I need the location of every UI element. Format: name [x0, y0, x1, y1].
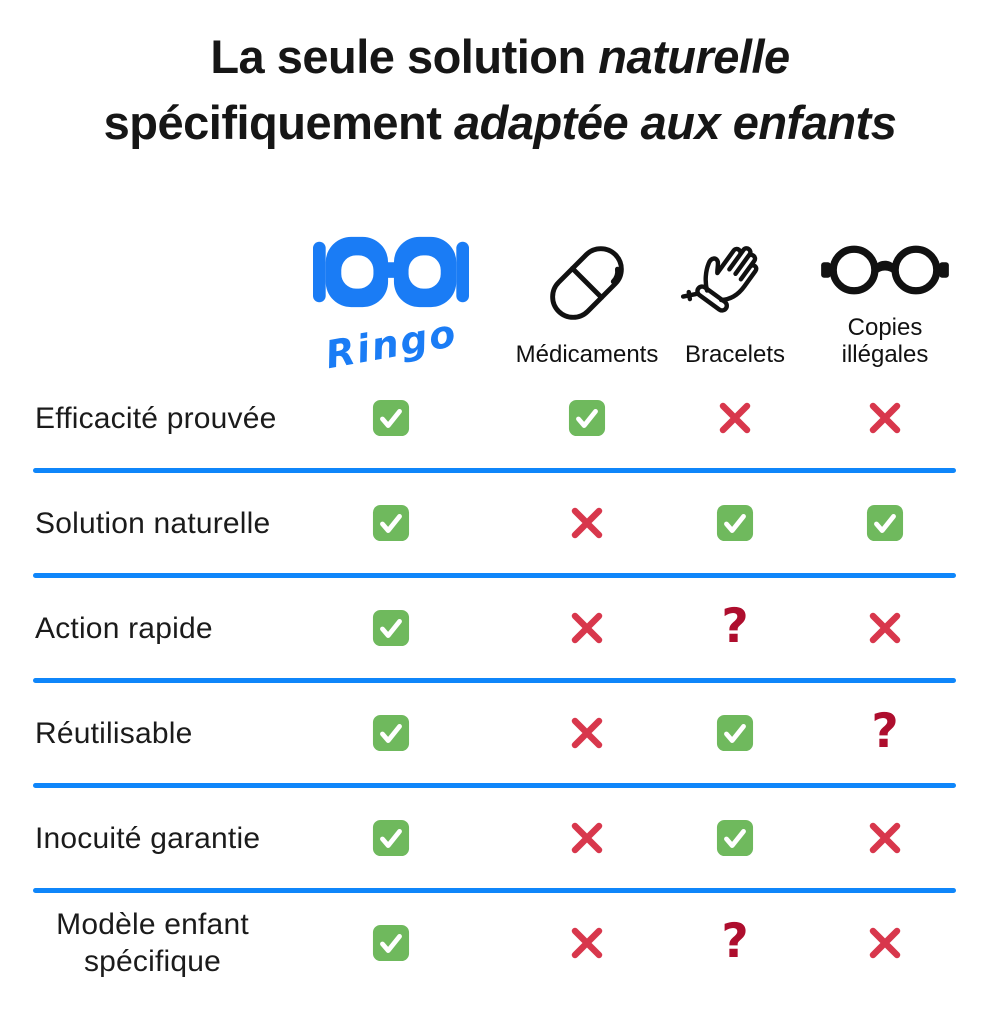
row-divider — [33, 888, 956, 893]
column-copies: Copies illégales — [770, 186, 1000, 368]
column-header-row: Ringo Médicaments — [0, 186, 1000, 377]
row-divider — [33, 783, 956, 788]
question-mark: ? — [871, 703, 899, 759]
check-mark — [700, 504, 770, 542]
column-bracelets: Bracelets — [680, 186, 785, 368]
blue-glasses-icon — [313, 232, 469, 312]
check-mark — [308, 504, 474, 542]
title-line2-italic: adaptée aux enfants — [453, 96, 897, 149]
column-label-medicaments: Médicaments — [515, 341, 659, 368]
question-mark: ? — [721, 913, 749, 969]
table-row: Efficacité prouvée — [0, 368, 1000, 468]
cross-mark — [474, 503, 700, 543]
table-row: Réutilisable ? — [0, 683, 1000, 783]
check-mark — [474, 399, 700, 437]
check-mark — [700, 819, 770, 857]
column-ringo: Ringo — [308, 186, 474, 377]
row-label: Inocuité garantie — [35, 821, 261, 855]
table-row: Action rapide ? — [0, 578, 1000, 678]
row-divider — [33, 573, 956, 578]
title-line1-italic: naturelle — [598, 30, 790, 83]
comparison-table: Efficacité prouvée Solution naturelle Ac… — [0, 368, 1000, 993]
comparison-infographic: { "colors": { "accent-blue": "#1A7CF5", … — [0, 24, 1000, 1024]
cross-mark — [770, 608, 1000, 648]
title-line1-regular: La seule solution — [210, 30, 599, 83]
pill-icon — [543, 239, 631, 327]
column-label-copies: Copies illégales — [841, 314, 929, 368]
check-mark — [700, 714, 770, 752]
round-glasses-icon — [821, 240, 949, 300]
row-label: Modèle enfant spécifique — [56, 908, 249, 978]
title-line-2: spécifiquement adaptée aux enfants — [0, 90, 1000, 156]
table-row: Inocuité garantie — [0, 788, 1000, 888]
column-medicaments: Médicaments — [474, 186, 700, 368]
cross-mark — [770, 818, 1000, 858]
title-line-1: La seule solution naturelle — [0, 24, 1000, 90]
check-mark — [308, 714, 474, 752]
cross-mark — [474, 818, 700, 858]
row-label: Réutilisable — [35, 716, 193, 750]
check-mark — [770, 504, 1000, 542]
cross-mark — [474, 713, 700, 753]
cross-mark — [474, 923, 700, 963]
title-line2-regular: spécifiquement — [103, 96, 454, 149]
row-label: Action rapide — [35, 611, 213, 645]
cross-mark — [700, 398, 770, 438]
hand-bracelet-icon — [680, 223, 783, 327]
check-mark — [308, 399, 474, 437]
check-mark — [308, 924, 474, 962]
check-mark — [308, 819, 474, 857]
check-mark — [308, 609, 474, 647]
cross-mark — [770, 923, 1000, 963]
row-label: Solution naturelle — [35, 506, 271, 540]
row-divider — [33, 468, 956, 473]
column-label-bracelets: Bracelets — [684, 341, 786, 368]
cross-mark — [474, 608, 700, 648]
cross-mark — [770, 398, 1000, 438]
row-divider — [33, 678, 956, 683]
page-title: La seule solution naturelle spécifiqueme… — [0, 24, 1000, 156]
table-row: Modèle enfant spécifique ? — [0, 893, 1000, 993]
row-label: Efficacité prouvée — [35, 401, 277, 435]
ringo-logo: Ringo — [321, 310, 461, 378]
table-row: Solution naturelle — [0, 473, 1000, 573]
header-spacer — [0, 186, 308, 368]
question-mark: ? — [721, 598, 749, 654]
